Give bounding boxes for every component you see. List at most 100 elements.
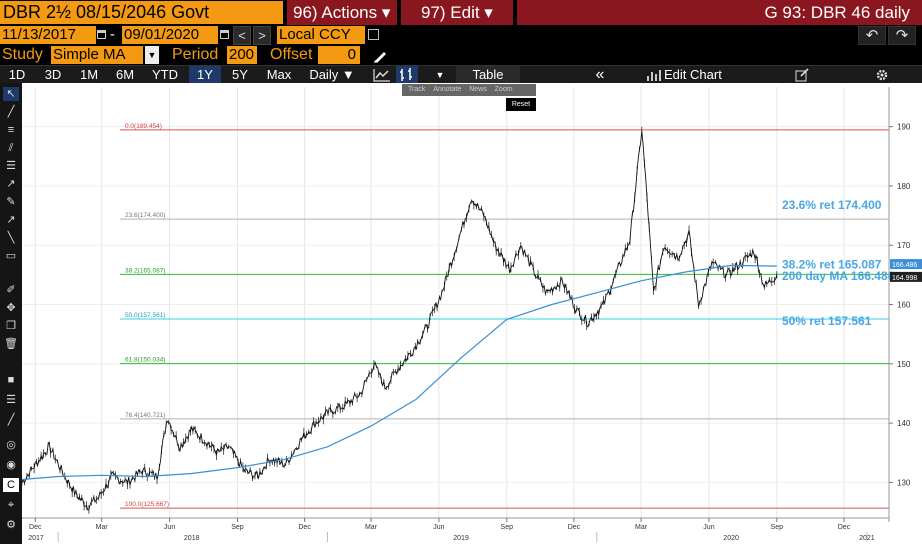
- security-field[interactable]: DBR 2½ 08/15/2046 Govt: [0, 1, 283, 24]
- mode-icon[interactable]: ◎: [6, 439, 16, 451]
- cursor-icon[interactable]: ↖: [3, 87, 19, 101]
- collapse-icon[interactable]: «: [595, 66, 605, 83]
- study-select[interactable]: Simple MA: [51, 46, 143, 64]
- pencil-tool-icon[interactable]: ✎: [6, 196, 16, 208]
- study-dropdown-icon[interactable]: ▼: [145, 46, 159, 64]
- levels-icon[interactable]: ☰: [6, 160, 16, 172]
- line-tool-icon[interactable]: ╲: [7, 232, 15, 244]
- plot-background: [22, 83, 922, 544]
- start-date-field[interactable]: 11/13/2017: [0, 26, 96, 44]
- study-label: Study: [2, 46, 43, 63]
- crosshair-icon[interactable]: ⌖: [7, 499, 15, 511]
- y-tick-label: 150: [897, 360, 911, 369]
- line-style-icon[interactable]: ☰: [6, 394, 16, 406]
- fib-level-label: 50.0(157.561): [125, 312, 165, 319]
- date-separator: -: [110, 26, 115, 43]
- period-button[interactable]: 5Y: [232, 67, 248, 82]
- currency-dropdown-icon[interactable]: [368, 29, 379, 40]
- channel-icon[interactable]: ⫽: [8, 142, 14, 154]
- x-year-label: 2017: [28, 535, 44, 542]
- edit-chart-button[interactable]: Edit Chart: [664, 67, 722, 82]
- price-chart[interactable]: 0.0(189.454) 23.6(174.400) 38.2(165.087) 50…: [22, 83, 922, 544]
- last-price-tag: [890, 271, 922, 282]
- bar-chart-icon[interactable]: [396, 66, 418, 84]
- table-button[interactable]: Table: [456, 66, 520, 84]
- pen-icon[interactable]: ✐: [6, 284, 16, 296]
- offset-field[interactable]: 0: [318, 46, 360, 64]
- end-date-field[interactable]: 09/01/2020: [122, 26, 218, 44]
- x-tick-label: Dec: [29, 524, 42, 531]
- x-tick-label: Mar: [635, 524, 648, 531]
- trendline-icon[interactable]: ╱: [7, 106, 15, 118]
- news-button[interactable]: News: [469, 86, 487, 93]
- offset-label: Offset: [270, 46, 313, 63]
- moving-average-line: [22, 264, 777, 481]
- period-button[interactable]: Max: [266, 67, 292, 82]
- color-icon[interactable]: ■: [7, 374, 15, 386]
- copy-icon[interactable]: ❐: [6, 320, 16, 332]
- y-tick-label: 180: [897, 182, 911, 191]
- zoom-button[interactable]: Zoom: [494, 86, 513, 93]
- x-year-label: 2020: [723, 535, 739, 542]
- calendar-icon[interactable]: [220, 30, 229, 39]
- hline-icon[interactable]: ▭: [5, 250, 17, 262]
- delete-icon[interactable]: 🗑: [4, 338, 18, 350]
- x-tick-label: Mar: [365, 524, 378, 531]
- edit-menu[interactable]: 97) Edit ▾: [401, 0, 513, 25]
- y-tick-label: 140: [897, 419, 911, 428]
- actions-menu[interactable]: 96) Actions ▾: [287, 0, 397, 25]
- date-range-bar: 11/13/2017 - 09/01/2020 < > Local CCY ↶ …: [0, 25, 922, 45]
- period-button-active[interactable]: 1Y: [189, 66, 221, 84]
- move-icon[interactable]: ✥: [6, 302, 16, 314]
- prev-period-button[interactable]: <: [233, 26, 251, 45]
- magnet-icon[interactable]: C: [3, 478, 19, 492]
- x-tick-label: Dec: [298, 524, 311, 531]
- redo-button[interactable]: ↷: [888, 26, 916, 45]
- x-tick-label: Mar: [96, 524, 109, 531]
- currency-select[interactable]: Local CCY: [277, 26, 365, 44]
- retracement-annotation: 23.6% ret 174.400: [782, 198, 882, 212]
- snap-icon[interactable]: ◉: [6, 459, 16, 471]
- x-tick-label: Sep: [231, 524, 244, 531]
- pencil-icon[interactable]: [372, 49, 388, 63]
- x-tick-label: Sep: [771, 524, 784, 531]
- chart-type-dropdown-icon[interactable]: ▼: [435, 70, 445, 80]
- retracement-annotation: 50% ret 157.561: [782, 314, 872, 328]
- x-tick-label: Jun: [703, 524, 714, 531]
- last-price-tag: [890, 259, 922, 270]
- arrow-tool-icon[interactable]: ↗: [6, 178, 16, 190]
- annotate-button[interactable]: Annotate: [433, 86, 462, 93]
- y-tick-label: 170: [897, 241, 911, 250]
- calendar-icon[interactable]: [97, 30, 106, 39]
- chart-mini-toolbar: Track Annotate News Zoom: [402, 84, 536, 96]
- undo-button[interactable]: ↶: [858, 26, 886, 45]
- period-button[interactable]: YTD: [152, 67, 178, 82]
- period-button[interactable]: 6M: [115, 67, 135, 82]
- line-width-icon[interactable]: ╱: [7, 414, 15, 426]
- period-field[interactable]: 200: [227, 46, 257, 64]
- fibonacci-icon[interactable]: ≡: [7, 124, 15, 136]
- ray-icon[interactable]: ↗: [6, 214, 16, 226]
- x-year-label: 2018: [184, 535, 200, 542]
- edit-chart-icon[interactable]: [646, 68, 662, 82]
- next-period-button[interactable]: >: [253, 26, 271, 45]
- x-year-label: 2019: [453, 535, 469, 542]
- window-title: G 93: DBR 46 daily: [517, 0, 922, 25]
- settings-tool-icon[interactable]: ⚙: [6, 519, 16, 531]
- period-button[interactable]: 1M: [79, 67, 99, 82]
- fib-level-label: 100.0(125.667): [125, 501, 169, 508]
- fib-level-label: 38.2(165.087): [125, 267, 165, 274]
- gear-icon[interactable]: [875, 68, 889, 82]
- x-tick-label: Dec: [568, 524, 581, 531]
- chart-toolbar: 1D 3D 1M 6M YTD 1Y 5Y Max Daily ▼ ▼ Tabl…: [0, 65, 922, 84]
- track-button[interactable]: Track: [408, 86, 426, 93]
- frequency-select[interactable]: Daily ▼: [309, 67, 355, 82]
- fib-level-label: 23.6(174.400): [125, 212, 165, 219]
- fib-level-label: 76.4(140.721): [125, 412, 165, 419]
- fib-level-label: 61.8(150.034): [125, 357, 165, 364]
- period-button[interactable]: 3D: [44, 67, 62, 82]
- annotate-icon[interactable]: [795, 68, 809, 82]
- reset-button[interactable]: Reset: [506, 98, 536, 111]
- line-chart-icon[interactable]: [372, 67, 392, 83]
- period-button[interactable]: 1D: [8, 67, 26, 82]
